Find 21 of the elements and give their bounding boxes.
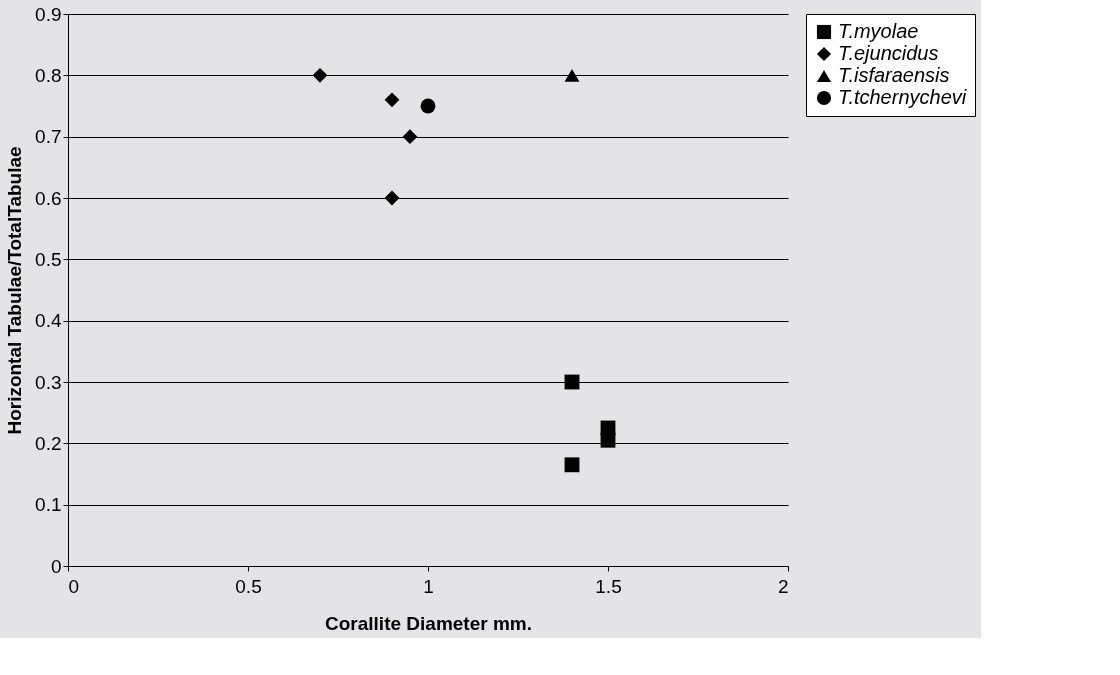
legend-label: T.tchernychevi xyxy=(838,86,967,108)
y-tick-label: 0.3 xyxy=(35,371,62,393)
y-axis-title: Horizontal Tabulae/TotalTabulae xyxy=(4,146,26,435)
x-tick-label: 1 xyxy=(423,575,434,597)
y-tick-label: 0.6 xyxy=(35,187,62,209)
y-tick-label: 0.2 xyxy=(35,432,62,454)
legend-label: T.isfaraensis xyxy=(838,64,950,86)
x-tick-label: 0.5 xyxy=(235,575,262,597)
y-tick-label: 0.4 xyxy=(35,310,62,332)
x-axis-title: Corallite Diameter mm. xyxy=(325,612,532,634)
legend-label: T.myolae xyxy=(838,20,919,42)
y-tick-label: 0.9 xyxy=(35,3,62,25)
y-tick-label: 0.8 xyxy=(35,64,62,86)
legend-label: T.ejuncidus xyxy=(838,42,939,64)
x-tick-label: 1.5 xyxy=(595,575,622,597)
y-tick-label: 0.7 xyxy=(35,126,62,148)
y-tick-label: 0.1 xyxy=(35,494,62,516)
x-tick-label: 2 xyxy=(777,575,789,597)
x-tick-label: 0 xyxy=(68,575,80,597)
y-tick-label: 0 xyxy=(50,555,62,577)
y-tick-label: 0.5 xyxy=(35,248,62,270)
